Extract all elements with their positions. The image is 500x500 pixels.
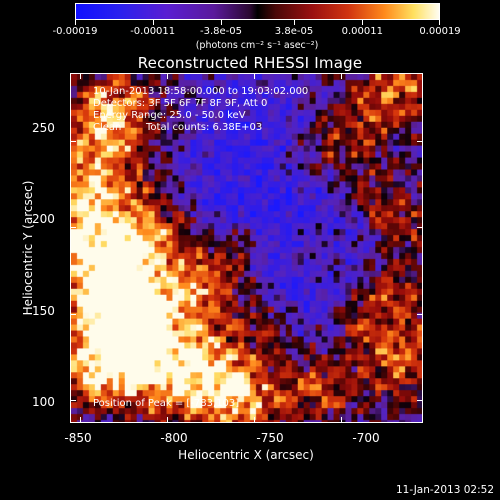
x-tick-mark — [341, 73, 343, 79]
x-tick-label: -700 — [352, 431, 380, 445]
y-tick-mark — [417, 140, 423, 142]
annotation-energy-range: Energy Range: 25.0 - 50.0 keV — [93, 110, 246, 121]
y-tick-label: 200 — [32, 212, 55, 226]
x-tick-mark — [80, 73, 82, 79]
annotation-peak-position: Position of Peak = [-783,103] — [93, 398, 240, 409]
colorbar-tick — [294, 20, 295, 25]
y-tick-mark — [417, 313, 423, 315]
colorbar-tick — [152, 20, 154, 25]
y-tick-mark — [70, 227, 76, 229]
colorbar-tick — [362, 20, 364, 25]
y-tick-mark — [70, 400, 76, 402]
heatmap-image — [71, 74, 422, 422]
colorbar-tick-label: 0.00011 — [341, 26, 383, 37]
y-tick-label: 150 — [32, 304, 55, 318]
x-tick-label: -750 — [256, 431, 284, 445]
y-tick-mark — [417, 400, 423, 402]
x-tick-mark — [167, 73, 169, 79]
y-tick-mark — [417, 227, 423, 229]
plot-title: Reconstructed RHESSI Image — [137, 54, 363, 72]
generation-timestamp: 11-Jan-2013 02:52 — [395, 484, 494, 496]
annotation-method: Clean — [93, 122, 122, 133]
heatmap-plot-area: 10-Jan-2013 18:58:00.000 to 19:03:02.000… — [70, 73, 423, 423]
x-tick-mark — [167, 417, 169, 423]
colorbar-tick — [75, 20, 76, 25]
y-tick-label: 100 — [32, 395, 55, 409]
y-tick-mark — [70, 313, 76, 315]
colorbar-tick-label: -3.8e-05 — [200, 26, 242, 37]
colorbar-tick — [221, 20, 222, 25]
x-tick-mark — [80, 417, 82, 423]
x-tick-label: -800 — [160, 431, 188, 445]
colorbar-tick — [439, 20, 440, 25]
x-tick-mark — [341, 417, 343, 423]
x-axis-label: Heliocentric X (arcsec) — [178, 448, 314, 462]
annotation-time-range: 10-Jan-2013 18:58:00.000 to 19:03:02.000 — [93, 86, 309, 97]
annotation-total-counts: Total counts: 6.38E+03 — [146, 122, 263, 133]
colorbar-tick-label: -0.00019 — [52, 26, 98, 37]
y-tick-mark — [70, 140, 76, 142]
colorbar — [75, 3, 440, 20]
y-axis-label: Heliocentric Y (arcsec) — [21, 180, 35, 316]
colorbar-tick-label: 3.8e-05 — [274, 26, 314, 37]
annotation-detectors: Detectors: 3F 5F 6F 7F 8F 9F, Att 0 — [93, 98, 268, 109]
colorbar-tick-label: 0.00019 — [419, 26, 461, 37]
y-tick-label: 250 — [32, 121, 55, 135]
x-tick-mark — [254, 73, 256, 79]
x-tick-mark — [254, 417, 256, 423]
x-tick-label: -850 — [64, 431, 92, 445]
colorbar-tick-label: -0.00011 — [130, 26, 176, 37]
colorbar-units-label: (photons cm⁻² s⁻¹ asec⁻²) — [195, 40, 319, 51]
